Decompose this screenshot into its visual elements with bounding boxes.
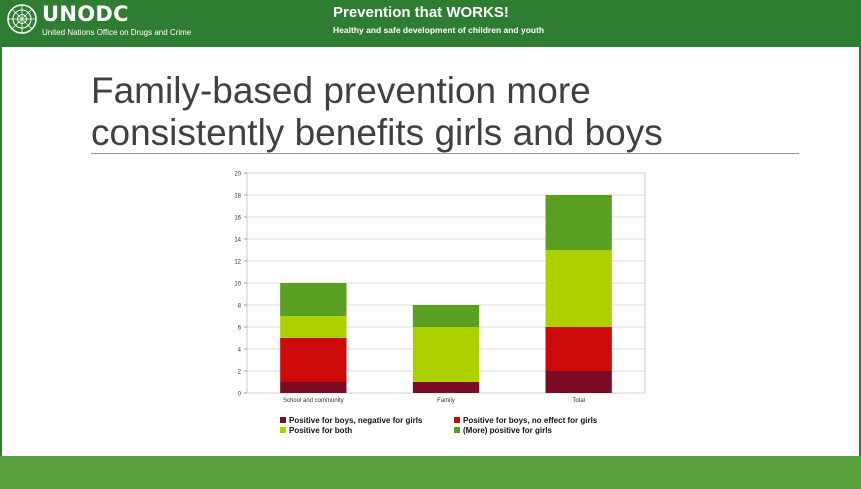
bar-segment: [280, 283, 347, 316]
un-emblem-icon: [7, 4, 37, 34]
y-tick-label: 18: [234, 194, 241, 200]
legend-swatch: [454, 427, 460, 433]
bar-segment: [545, 371, 612, 393]
slide-title-line-1: Family-based prevention more: [91, 70, 591, 111]
x-tick-label: School and community: [283, 398, 344, 404]
x-tick-label: Family: [437, 398, 455, 404]
y-tick-label: 0: [238, 392, 242, 398]
y-tick-label: 10: [234, 282, 241, 288]
x-tick-label: Total: [572, 398, 585, 404]
bar-segment: [280, 338, 347, 382]
y-tick-label: 14: [234, 238, 241, 244]
title-divider: [91, 153, 799, 154]
legend-swatch: [280, 427, 286, 433]
slide-title-line-2: consistently benefits girls and boys: [91, 112, 663, 153]
bar-segment: [412, 327, 480, 382]
slide-title: Family-based prevention more consistentl…: [91, 70, 811, 154]
legend-swatch: [454, 417, 460, 423]
bar-segment: [280, 316, 347, 338]
y-tick-label: 20: [234, 172, 241, 178]
bar-segment: [545, 195, 612, 250]
legend-label: Positive for boys, negative for girls: [289, 416, 423, 425]
footer-bar: [0, 456, 861, 489]
legend-label: Positive for both: [289, 426, 352, 435]
y-tick-label: 12: [234, 260, 241, 266]
header-title: Prevention that WORKS!: [333, 4, 509, 21]
bar-segment: [280, 382, 347, 393]
y-tick-label: 2: [238, 370, 242, 376]
header-subtitle: Healthy and safe development of children…: [333, 25, 545, 35]
legend-label: Positive for boys, no effect for girls: [463, 416, 598, 425]
brand-name: UNODC: [42, 2, 129, 26]
y-tick-label: 6: [238, 326, 242, 332]
bar-segment: [545, 327, 612, 371]
bar-segment: [545, 250, 612, 327]
legend-label: (More) positive for girls: [463, 426, 552, 435]
bar-segment: [412, 382, 480, 393]
y-tick-label: 4: [238, 348, 242, 354]
y-tick-label: 16: [234, 216, 241, 222]
header-bar: UNODC United Nations Office on Drugs and…: [0, 0, 861, 47]
y-tick-label: 8: [238, 304, 242, 310]
stacked-bar-chart: 0 2 4 6 8 10 12 14 16 18 20 School and community Fam…: [234, 172, 646, 435]
brand-subtitle: United Nations Office on Drugs and Crime: [42, 28, 192, 37]
bar-segment: [412, 305, 480, 327]
legend-swatch: [280, 417, 286, 423]
